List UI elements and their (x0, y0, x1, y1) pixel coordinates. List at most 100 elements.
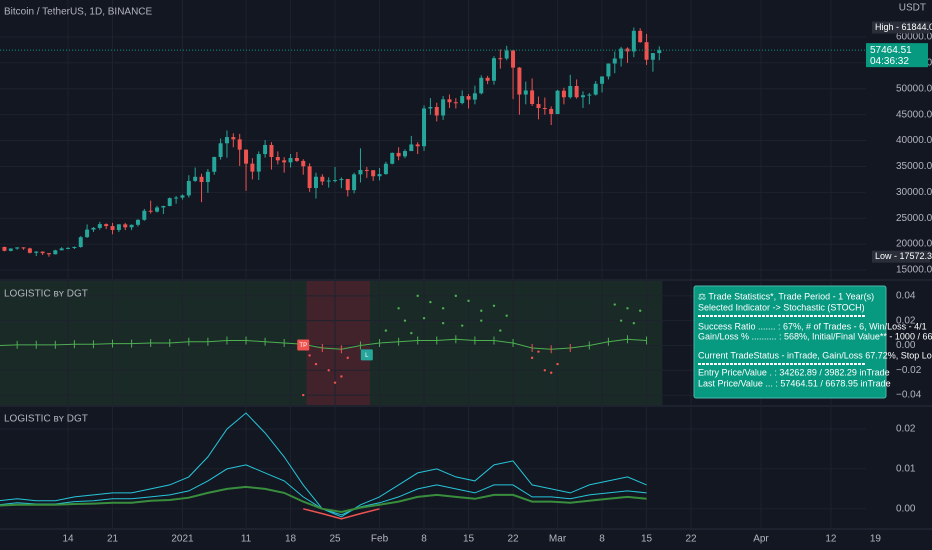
candle-body (313, 176, 318, 189)
chart-title: Bitcoin / TetherUS, 1D, BINANCE (4, 7, 153, 18)
candle-body (237, 139, 242, 150)
signal-dot (543, 369, 547, 372)
x-tick-label: 22 (685, 534, 697, 545)
y-tick-label: 30000.00 (896, 187, 932, 198)
y-tick-label: 35000.00 (896, 161, 932, 172)
candle-body (644, 42, 649, 60)
y-tick-label: 0.01 (896, 464, 916, 475)
candle-body (511, 50, 516, 68)
candle-body (606, 63, 611, 77)
candle-body (15, 247, 20, 249)
signal-dot (467, 299, 470, 303)
price-axis-bg (866, 0, 932, 530)
candle-body (85, 229, 90, 238)
y-tick-label: 50000.00 (896, 83, 932, 94)
x-tick-label: 14 (62, 534, 74, 545)
candle-body (27, 248, 32, 253)
candle-body (53, 250, 58, 255)
signal-dot (638, 309, 642, 312)
indicator-title: LOGISTIC ʙʏ DGT (4, 289, 88, 300)
candle-body (91, 227, 96, 230)
signal-dot (346, 356, 349, 360)
candle-body (250, 163, 255, 172)
candle-body (536, 104, 541, 109)
x-tick-label: 11 (241, 534, 252, 545)
y-tick-label: −0.02 (896, 365, 922, 376)
candle-body (364, 169, 369, 171)
signal-dot (397, 307, 400, 310)
candle-body (66, 247, 71, 249)
x-tick-label: 19 (870, 534, 882, 545)
candle-body (491, 58, 496, 81)
candle-body (402, 151, 407, 157)
signal-dot (416, 294, 419, 298)
candle-body (180, 195, 185, 198)
axes: 14 21 2021 11 18 25 Feb 8 15 22 Mar 8 15 22 Apr 12 19 150… (62, 21, 932, 545)
y-tick-label: 15000.00 (896, 265, 932, 276)
signal-dot (403, 319, 407, 322)
signal-region (306, 281, 371, 405)
candle-body (447, 99, 452, 103)
candle-body (453, 102, 458, 104)
signal-dot (340, 375, 343, 378)
candle-body (205, 171, 210, 183)
candle-body (301, 160, 306, 167)
y-tick-label: 25000.00 (896, 213, 932, 224)
candle-body (441, 99, 446, 116)
candle-body (307, 166, 312, 189)
candle-body (460, 96, 465, 104)
candle-body (580, 95, 585, 98)
candle-body (167, 198, 172, 207)
candle-body (593, 83, 598, 95)
price-label: 57464.51 (870, 45, 912, 56)
signal-dot (632, 321, 636, 325)
signal-dot (441, 321, 445, 325)
candle-body (59, 248, 64, 251)
candle-body (479, 77, 484, 94)
candle-body (358, 169, 363, 175)
candle-body (415, 144, 420, 147)
candle-body (294, 158, 299, 161)
signal-dot (327, 369, 330, 372)
candle-body (555, 90, 560, 115)
x-tick-label: Mar (549, 534, 567, 545)
stats-line: Selected Indicator -> Stochastic (STOCH) (698, 302, 865, 312)
candle-body (377, 174, 382, 177)
candle-body (193, 176, 198, 181)
candle-body (409, 144, 414, 152)
candle-body (244, 149, 249, 164)
trade-marker-label: L (365, 353, 369, 359)
candle-body (504, 50, 509, 59)
signal-dot (626, 307, 629, 310)
candle-body (104, 224, 109, 227)
trade-marker (360, 349, 373, 361)
candle-body (199, 176, 204, 183)
candle-body (434, 107, 439, 116)
candle-body (269, 144, 274, 158)
y-tick-label: 40000.00 (896, 135, 932, 146)
candle-body (390, 152, 395, 164)
candle-body (231, 137, 236, 140)
candle-body (148, 210, 153, 212)
candle-body (78, 237, 83, 248)
x-tick-label: Feb (371, 534, 389, 545)
candle-body (345, 179, 350, 191)
signal-dot (422, 317, 426, 320)
candle-body (8, 248, 13, 251)
candle-body (422, 108, 427, 147)
stats-line: Success Ratio ....... : 67%, # of Trades… (698, 321, 927, 331)
y-tick-label: 20000.00 (896, 239, 932, 250)
series-line (0, 485, 647, 514)
candle-body (428, 107, 433, 109)
candle-body (110, 226, 115, 230)
signal-dot (441, 307, 445, 310)
candle-body (2, 246, 7, 251)
candle-body (371, 170, 376, 177)
candle-body (587, 94, 592, 96)
candle-body (263, 144, 268, 155)
signal-dot (454, 294, 458, 298)
stats-line: Entry Price/Value . : 34262.89 / 3982.29… (698, 367, 890, 377)
candle-body (517, 67, 522, 95)
signal-dot (499, 329, 502, 332)
